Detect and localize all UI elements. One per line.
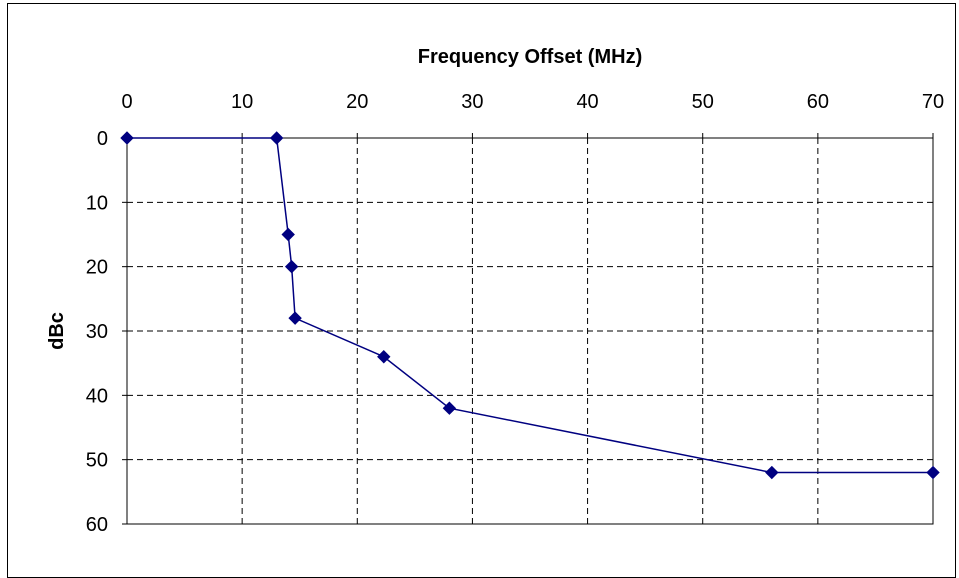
x-tick-label: 20 (346, 91, 368, 113)
y-tick-label: 20 (86, 257, 108, 279)
x-axis-ticks: 0 10 20 30 40 50 60 70 (121, 91, 944, 138)
series-line (127, 137, 933, 474)
chart-frame (7, 3, 956, 578)
frequency-mask-chart: 0 10 20 30 40 50 60 70 0 10 20 30 40 50 60 Frequency … (46, 46, 944, 536)
x-tick-label: 40 (576, 91, 598, 113)
x-axis-title: Frequency Offset (MHz) (418, 46, 642, 68)
data-point-marker (288, 311, 302, 325)
data-point-marker (765, 465, 779, 480)
x-tick-label: 10 (231, 91, 253, 113)
y-axis-ticks: 0 10 20 30 40 50 60 (86, 128, 127, 536)
y-tick-label: 30 (86, 321, 108, 343)
x-tick-label: 70 (922, 91, 944, 113)
x-tick-label: 30 (461, 91, 483, 113)
x-tick-label: 0 (121, 91, 132, 113)
x-tick-label: 50 (692, 91, 714, 113)
y-tick-label: 40 (86, 385, 108, 407)
data-point-marker (442, 401, 457, 415)
y-tick-label: 10 (86, 192, 108, 214)
data-point-marker (120, 131, 134, 145)
grid (127, 138, 933, 524)
y-tick-label: 0 (97, 128, 108, 150)
x-tick-label: 60 (807, 91, 829, 113)
y-tick-label: 60 (86, 514, 108, 536)
data-point-marker (377, 350, 391, 364)
series-group (120, 131, 940, 480)
data-point-marker (284, 259, 299, 274)
y-tick-label: 50 (86, 450, 108, 472)
y-axis-title: dBc (46, 312, 68, 350)
data-point-marker (281, 227, 295, 242)
data-point-marker (926, 465, 940, 480)
data-point-marker (269, 131, 284, 145)
